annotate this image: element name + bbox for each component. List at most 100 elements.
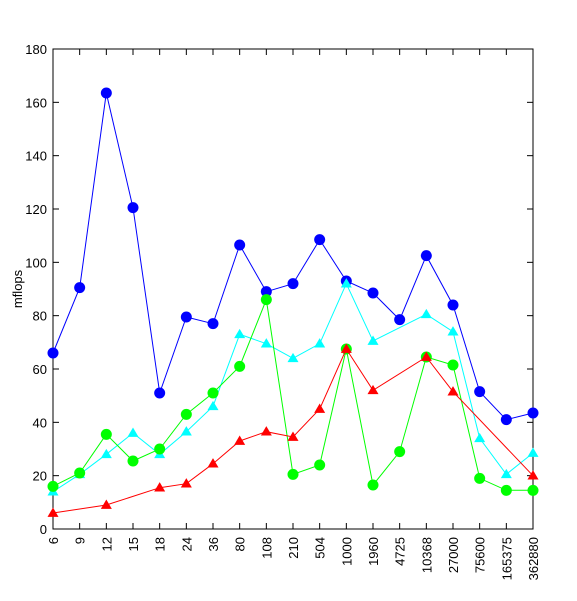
series-2-point [527, 484, 539, 496]
x-tick-label: 75600 [473, 537, 488, 573]
series-1-point [287, 352, 299, 363]
series-3-point [47, 507, 59, 517]
series-0-point [447, 299, 459, 311]
series-1-point [260, 338, 272, 348]
y-tick-label: 0 [40, 522, 47, 537]
x-tick-label: 6 [46, 537, 61, 544]
series-3-point [154, 482, 166, 492]
series-0-point [234, 239, 246, 251]
series-3-point [260, 426, 272, 436]
series-1-point [207, 400, 219, 411]
x-tick-label: 80 [233, 537, 248, 551]
series-2-point [367, 479, 379, 491]
series-0-point [100, 87, 112, 99]
series-2-point [287, 468, 299, 480]
x-tick-label: 15 [126, 537, 141, 551]
series-0-point [127, 202, 139, 214]
series-layer [47, 87, 539, 517]
x-axis: 6 9 12 15 18 24 36 80 108 210 504 1000 1960 4725 10368… [46, 49, 541, 580]
series-3 [47, 343, 539, 517]
series-3-point [420, 351, 432, 361]
series-1-point [180, 426, 192, 436]
series-1 [47, 278, 539, 496]
series-0-point [367, 287, 379, 299]
series-0-point [207, 318, 219, 330]
series-0-point [287, 278, 299, 290]
x-tick-label: 108 [259, 537, 274, 559]
series-1-point [447, 326, 459, 336]
series-1-point [234, 328, 246, 339]
y-tick-label: 140 [25, 149, 47, 164]
x-tick-label: 504 [313, 537, 328, 559]
series-2-point [394, 446, 406, 458]
series-1-point [474, 432, 486, 443]
series-3-point [527, 470, 539, 480]
y-tick-label: 20 [33, 469, 47, 484]
series-2 [47, 294, 539, 496]
series-3-point [287, 431, 299, 441]
series-3-point [314, 403, 326, 413]
series-2-point [207, 387, 219, 399]
series-0-point [47, 347, 59, 359]
series-0-line [52, 92, 534, 421]
series-2-point [447, 359, 459, 371]
series-0-point [74, 282, 86, 294]
y-tick-label: 100 [25, 255, 47, 270]
series-3-point [447, 386, 459, 396]
y-tick-label: 80 [33, 309, 47, 324]
x-tick-label: 10368 [419, 537, 434, 573]
x-tick-label: 18 [153, 537, 168, 551]
series-2-point [47, 480, 59, 492]
y-tick-label: 40 [33, 415, 47, 430]
series-2-point [100, 428, 112, 440]
series-0-point [154, 387, 166, 399]
series-0-point [500, 414, 512, 426]
x-tick-label: 1960 [366, 537, 381, 566]
series-0-point [314, 234, 326, 246]
x-tick-label: 9 [73, 537, 88, 544]
series-3-point [340, 343, 352, 353]
x-tick-label: 1000 [339, 537, 354, 566]
series-2-point [474, 472, 486, 484]
series-3-point [234, 435, 246, 445]
series-1-point [127, 427, 139, 437]
series-2-point [154, 443, 166, 455]
x-tick-label: 210 [286, 537, 301, 559]
y-tick-label: 60 [33, 362, 47, 377]
series-0-point [180, 311, 192, 323]
series-1-line [52, 282, 534, 493]
series-0-point [474, 386, 486, 398]
series-3-point [100, 499, 112, 509]
series-2-point [314, 459, 326, 471]
series-2-point [500, 484, 512, 496]
series-3-line [52, 347, 534, 514]
series-0-point [260, 286, 272, 298]
x-tick-label: 165375 [499, 537, 514, 580]
y-tick-label: 180 [25, 42, 47, 57]
series-2-point [127, 455, 139, 467]
y-axis: 0 20 40 60 80 100 120 140 160 180 [25, 42, 533, 537]
y-tick-label: 160 [25, 95, 47, 110]
series-1-point [314, 338, 326, 348]
series-0-point [527, 407, 539, 419]
x-tick-label: 27000 [446, 537, 461, 573]
series-1-point [340, 278, 352, 288]
x-tick-label: 36 [206, 537, 221, 551]
series-2-point [260, 294, 272, 306]
series-3-point [207, 458, 219, 468]
series-0-point [394, 314, 406, 326]
y-axis-label: mflops [10, 269, 25, 308]
series-2-line [52, 297, 533, 491]
x-tick-label: 12 [99, 537, 114, 551]
x-tick-label: 362880 [526, 537, 541, 580]
series-0 [47, 87, 539, 426]
series-0-point [420, 250, 432, 262]
x-tick-label: 24 [179, 537, 194, 551]
series-3-point [180, 478, 192, 488]
x-tick-label: 4725 [393, 537, 408, 566]
series-1-point [500, 468, 512, 479]
series-2-point [180, 408, 192, 420]
series-3-point [367, 384, 379, 395]
series-1-point [100, 448, 112, 459]
